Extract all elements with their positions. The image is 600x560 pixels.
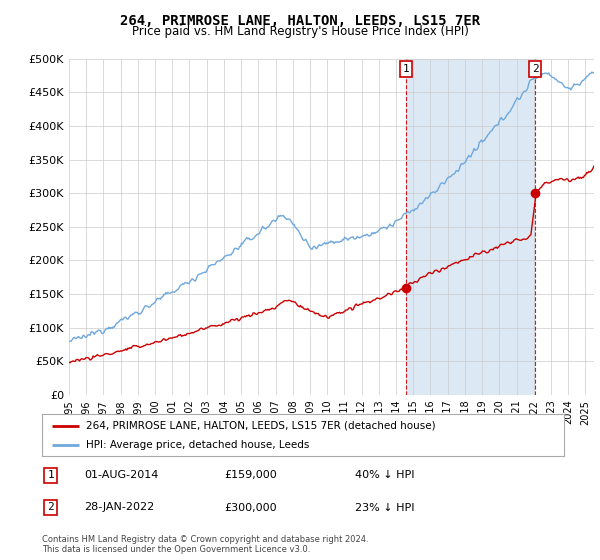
Text: 1: 1 [47, 470, 54, 480]
Text: 1: 1 [403, 64, 409, 74]
Text: 2: 2 [532, 64, 539, 74]
Text: 28-JAN-2022: 28-JAN-2022 [84, 502, 154, 512]
Text: 264, PRIMROSE LANE, HALTON, LEEDS, LS15 7ER (detached house): 264, PRIMROSE LANE, HALTON, LEEDS, LS15 … [86, 421, 436, 431]
Text: 40% ↓ HPI: 40% ↓ HPI [355, 470, 415, 480]
Text: £159,000: £159,000 [224, 470, 277, 480]
Text: 01-AUG-2014: 01-AUG-2014 [84, 470, 158, 480]
Text: 264, PRIMROSE LANE, HALTON, LEEDS, LS15 7ER: 264, PRIMROSE LANE, HALTON, LEEDS, LS15 … [120, 14, 480, 28]
Text: £300,000: £300,000 [224, 502, 277, 512]
Text: Contains HM Land Registry data © Crown copyright and database right 2024.
This d: Contains HM Land Registry data © Crown c… [42, 535, 368, 554]
Text: HPI: Average price, detached house, Leeds: HPI: Average price, detached house, Leed… [86, 440, 310, 450]
Text: 2: 2 [47, 502, 54, 512]
Text: Price paid vs. HM Land Registry's House Price Index (HPI): Price paid vs. HM Land Registry's House … [131, 25, 469, 38]
Bar [406, 59, 535, 395]
Text: 23% ↓ HPI: 23% ↓ HPI [355, 502, 415, 512]
